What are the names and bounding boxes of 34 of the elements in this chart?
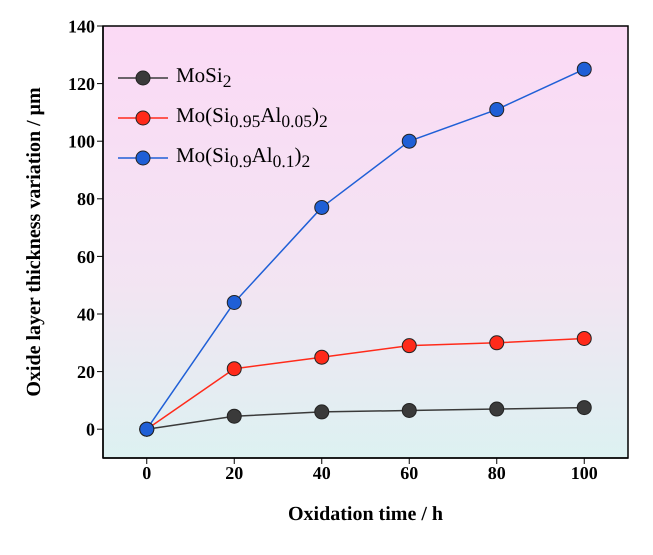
x-tick-label: 100 (570, 462, 598, 483)
point (314, 404, 330, 420)
point (314, 350, 330, 365)
point (226, 294, 242, 310)
x-tick-label: 0 (142, 462, 152, 483)
point (402, 338, 417, 354)
legend-label: MoSi$_{2}$ (176, 63, 232, 93)
y-tick-label: 0 (86, 420, 95, 440)
y-tick-label: 100 (68, 132, 95, 152)
y-tick-label: 20 (77, 362, 95, 382)
x-axis-title: Oxidation time / h (288, 503, 444, 525)
point (226, 408, 242, 424)
point (402, 402, 417, 418)
point (226, 361, 242, 376)
point (489, 335, 504, 350)
point (576, 330, 592, 346)
point (402, 134, 417, 149)
y-tick-label: 40 (77, 304, 95, 324)
point (489, 102, 504, 118)
y-tick-label: 80 (77, 189, 95, 210)
legend-label: Mo(Si$_{0.95}$Al$_{0.05}$)$_{2}$ (176, 103, 328, 133)
x-tick-label: 40 (312, 462, 331, 483)
point (314, 200, 330, 215)
x-tick-label: 60 (400, 462, 418, 483)
y-tick-label: 60 (77, 246, 95, 267)
point (576, 62, 592, 77)
y-tick-label: 120 (68, 74, 95, 94)
point (489, 402, 504, 417)
point (576, 400, 592, 416)
legend-label: Mo(Si$_{0.9}$Al$_{0.1}$)$_{2}$ (176, 143, 310, 173)
y-axis-title: Oxide layer thickness variation / μm (23, 87, 45, 397)
x-tick-label: 20 (225, 462, 244, 483)
y-tick-label: 140 (68, 16, 95, 36)
x-tick-label: 80 (488, 462, 506, 483)
